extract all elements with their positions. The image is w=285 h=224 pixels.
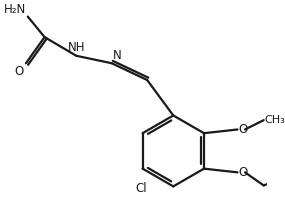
Text: O: O <box>239 123 248 136</box>
Text: O: O <box>239 166 248 179</box>
Text: Cl: Cl <box>135 182 146 195</box>
Text: CH₃: CH₃ <box>264 115 285 125</box>
Text: N: N <box>113 49 121 62</box>
Text: NH: NH <box>68 41 85 54</box>
Text: H₂N: H₂N <box>4 3 26 16</box>
Text: O: O <box>14 65 23 78</box>
